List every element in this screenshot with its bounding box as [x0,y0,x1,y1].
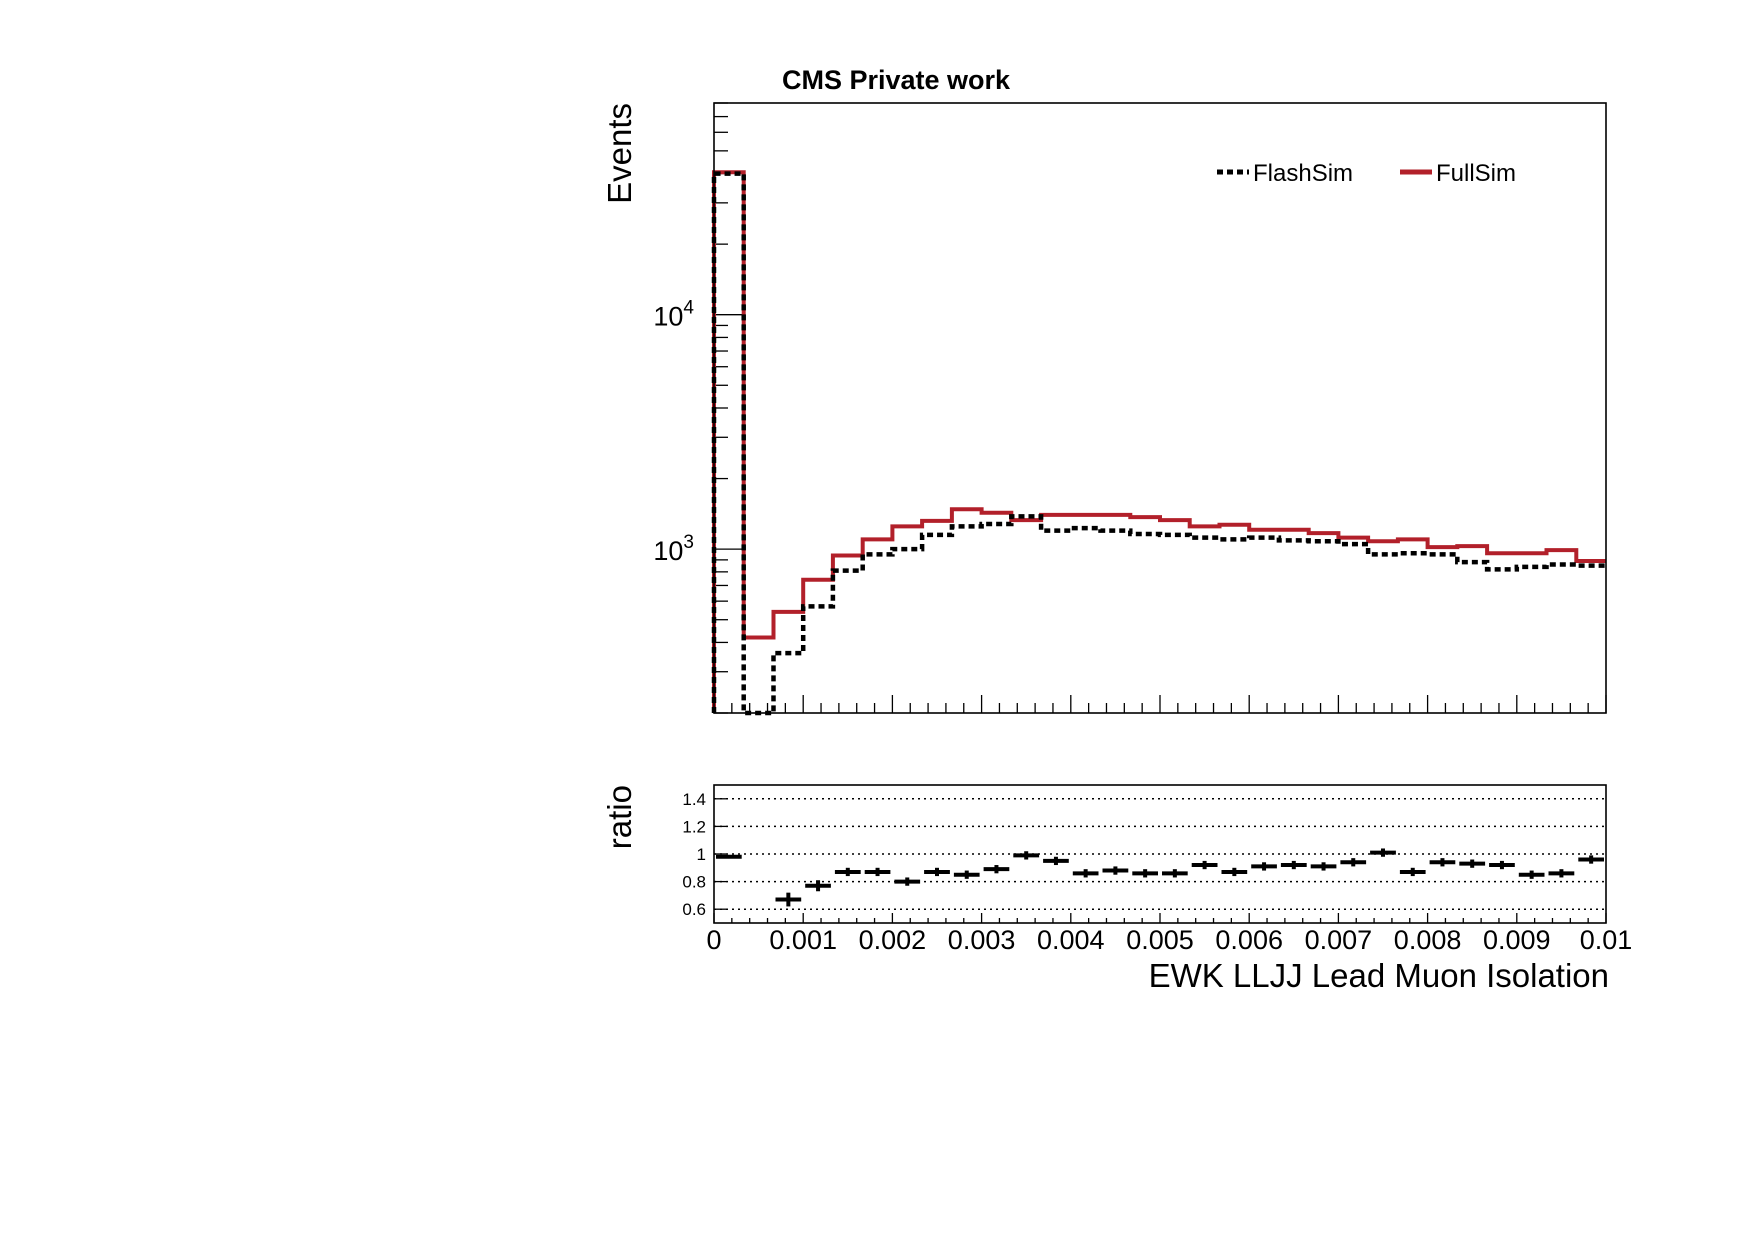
ratio-point [1162,869,1188,878]
main-y-axis-label: Events [601,103,638,204]
ratio-gridlines [714,798,1606,910]
ratio-point [1280,860,1307,870]
ratio-y-tick-label: 0.8 [682,873,706,892]
main-plot-panel: 103 104 Events [601,102,1607,716]
x-tick-label: 0.003 [948,925,1016,955]
histogram-series [711,170,1606,716]
x-axis-label: EWK LLJJ Lead Muon Isolation [1149,957,1609,994]
ratio-point [1043,856,1069,866]
ratio-y-tick-label: 0.6 [682,900,706,919]
ratio-point [1191,860,1218,870]
y-tick-label: 103 [653,532,694,566]
ratio-point [1251,862,1277,871]
y-tick-label: 104 [653,298,694,332]
x-tick-label: 0.006 [1215,925,1283,955]
ratio-point [924,867,950,877]
ratio-point [1013,851,1040,860]
ratio-point [1310,862,1337,871]
ratio-point [894,877,921,886]
ratio-point [1340,858,1367,867]
ratio-point [1429,858,1456,867]
ratio-point [1489,860,1515,870]
x-tick-label: 0.004 [1037,925,1105,955]
ratio-point [1518,870,1545,879]
legend: FlashSim FullSim [1217,160,1516,187]
ratio-point [1221,867,1248,877]
main-plot-frame [713,102,1607,714]
ratio-points [716,848,1604,907]
ratio-point [1399,867,1426,877]
ratio-point [1132,869,1158,878]
main-y-tick-labels: 103 104 [653,298,694,566]
ratio-point [775,892,802,907]
ratio-point [805,880,831,892]
ratio-point [1102,866,1129,875]
ratio-point [1548,869,1575,878]
chart-title: CMS Private work [782,65,1011,95]
legend-fullsim-label: FullSim [1436,160,1516,187]
x-tick-label: 0.007 [1305,925,1373,955]
ratio-plot-panel: 0.6 0.8 1 1.2 1.4 0 0.001 0.002 0.003 0.004 0.005… [601,784,1632,994]
x-tick-label: 0.009 [1483,925,1551,955]
x-tick-label: 0.005 [1126,925,1194,955]
series-flashsim-line [711,171,1606,716]
ratio-y-axis-label: ratio [601,785,638,849]
ratio-y-tick-label: 1.4 [682,790,706,809]
ratio-point [864,867,891,877]
x-tick-label: 0 [706,925,721,955]
ratio-y-tick-labels: 0.6 0.8 1 1.2 1.4 [682,790,706,919]
x-tick-label: 0.008 [1394,925,1462,955]
ratio-point [983,865,1010,874]
x-tick-label: 0.002 [859,925,927,955]
ratio-point [1370,848,1396,857]
ratio-point [953,870,980,879]
ratio-point [716,854,742,859]
legend-flashsim-label: FlashSim [1253,160,1353,187]
ratio-point [1072,869,1099,878]
series-fullsim-line [712,170,1606,713]
x-tick-label: 0.01 [1580,925,1633,955]
ratio-point [1459,859,1486,868]
main-axis-ticks [713,102,1607,714]
ratio-point [834,867,861,877]
ratio-point [1578,855,1604,864]
ratio-axis-ticks [713,798,1607,923]
x-tick-labels: 0 0.001 0.002 0.003 0.004 0.005 0.006 0.007 0.00… [706,925,1632,955]
ratio-plot-frame [713,784,1607,924]
ratio-y-tick-label: 1.2 [682,817,706,836]
x-tick-label: 0.001 [769,925,837,955]
ratio-y-tick-label: 1 [697,845,706,864]
